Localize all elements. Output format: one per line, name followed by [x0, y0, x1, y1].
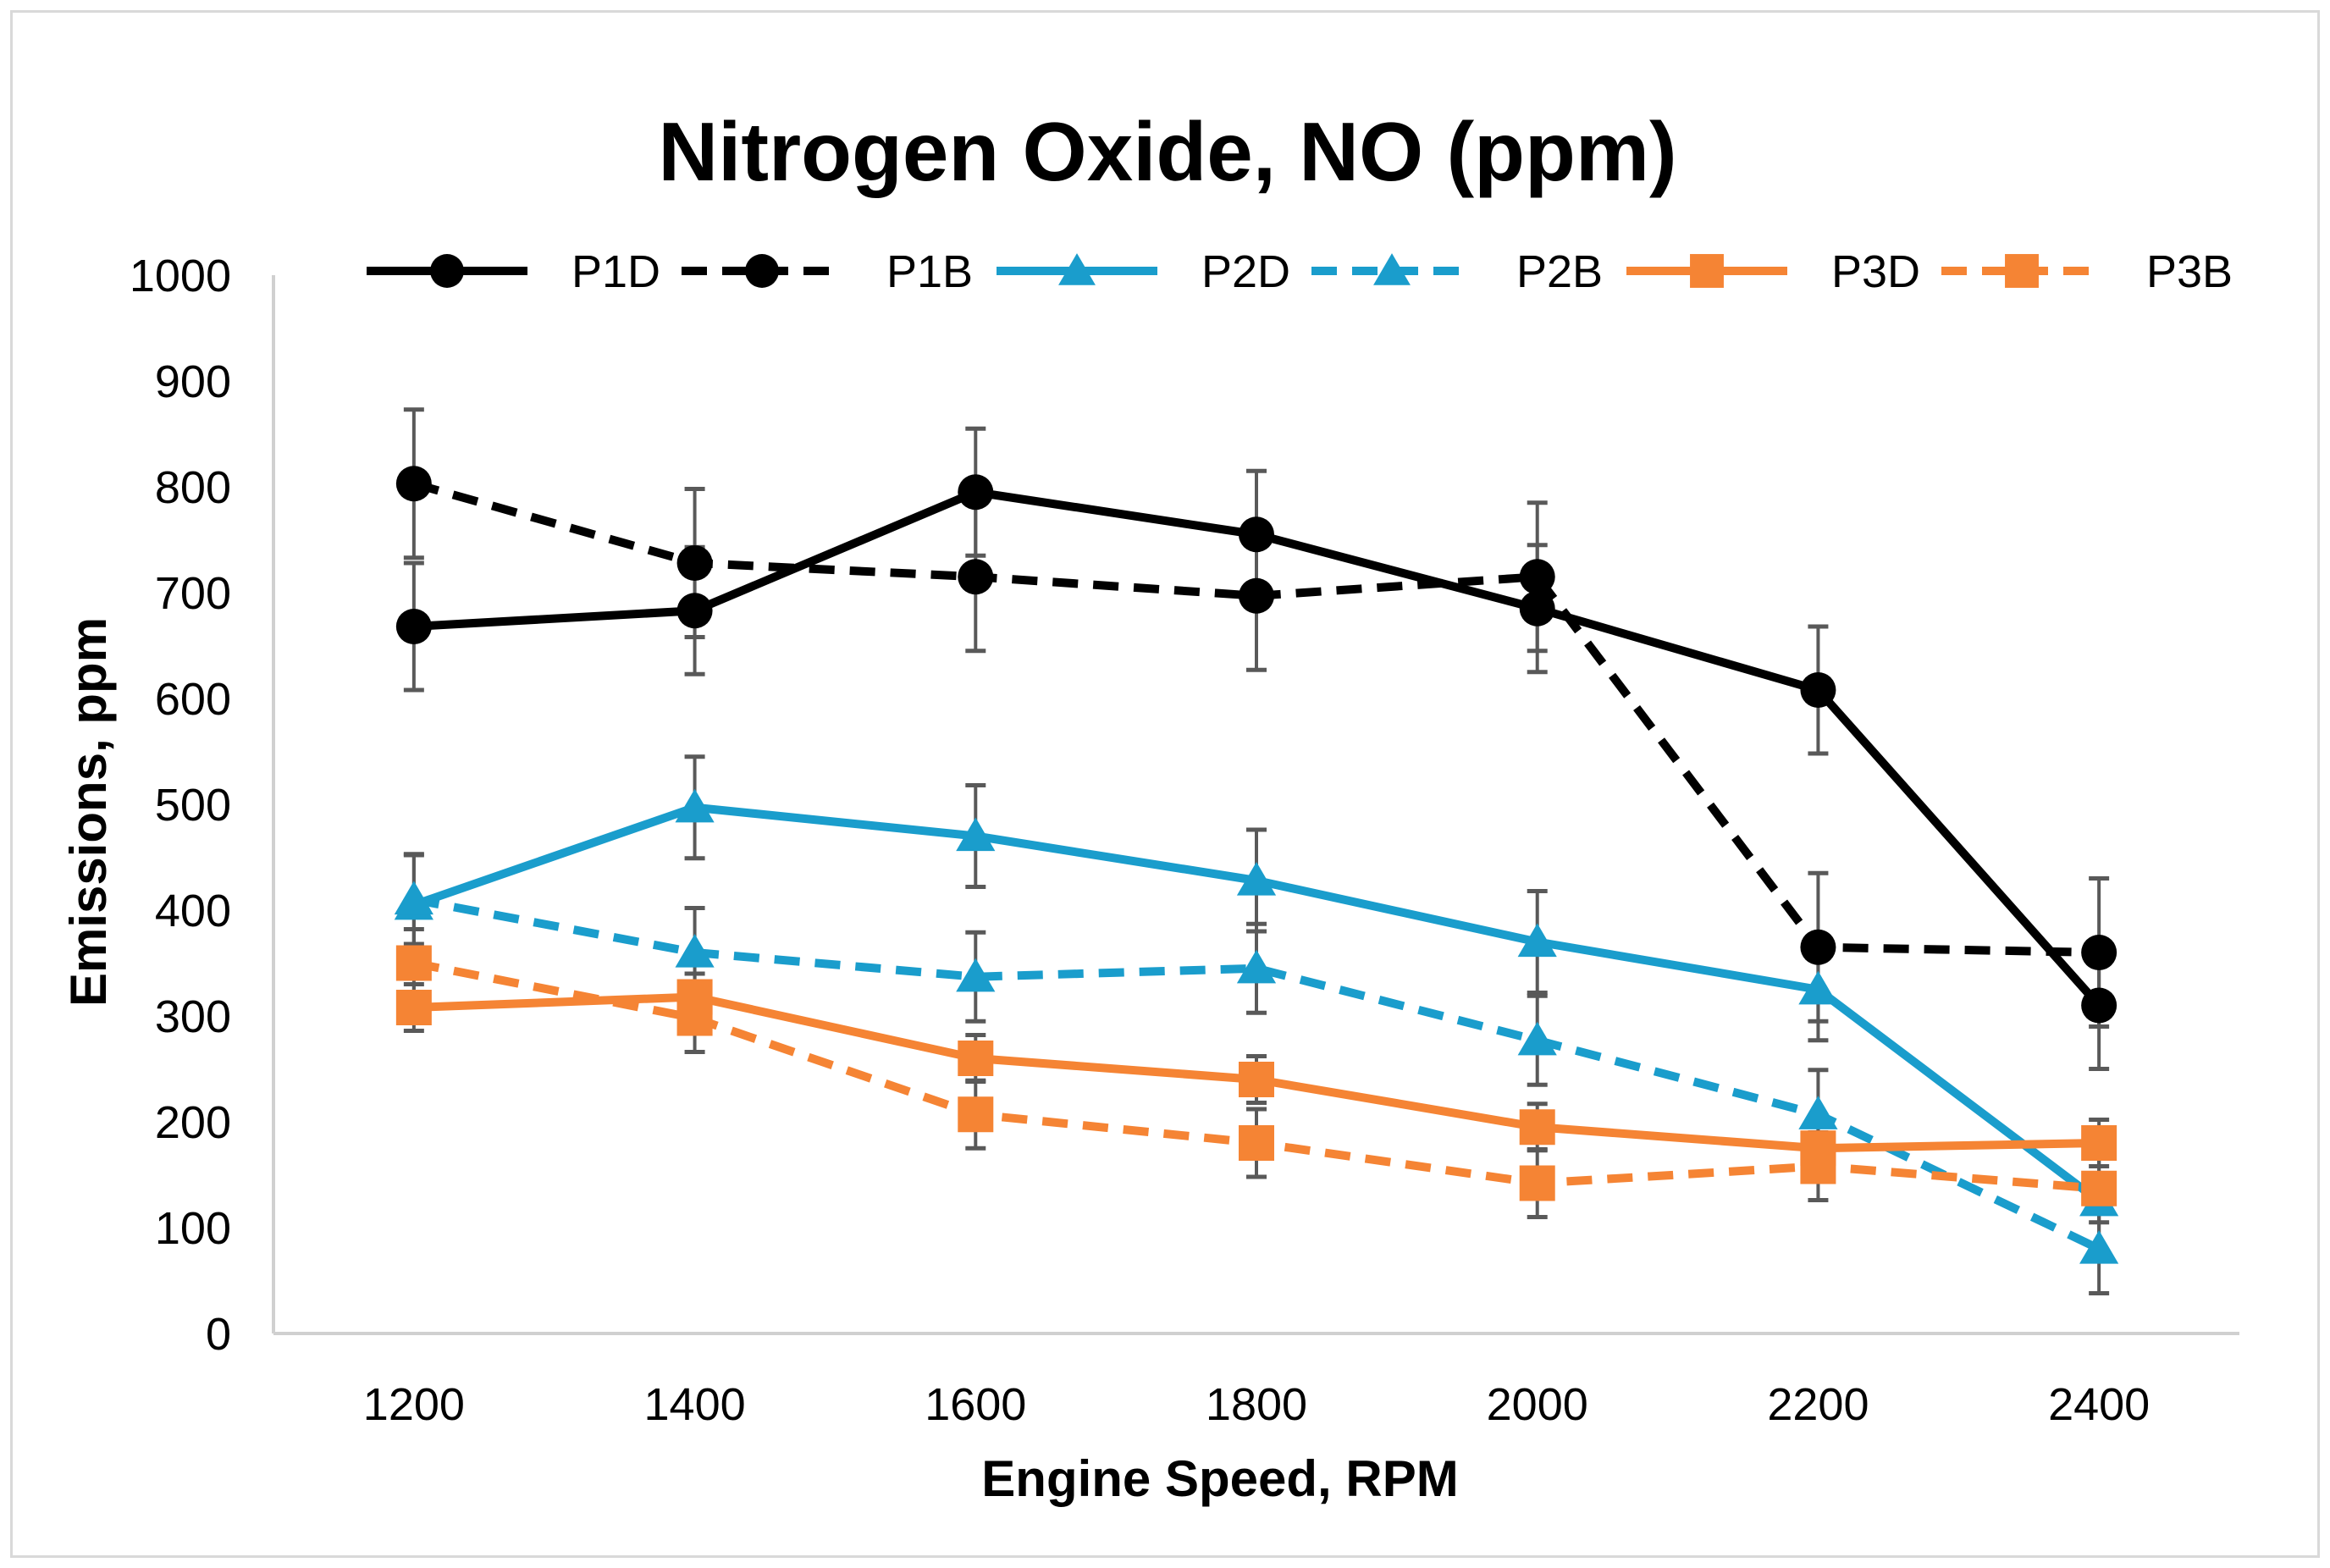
p3b-point: [676, 1000, 713, 1036]
legend-label-p1b: P1B: [886, 246, 973, 297]
x-tick-label: 1400: [644, 1379, 746, 1430]
p3b-point: [395, 945, 432, 981]
p3b-point: [958, 1096, 994, 1133]
p1b-point: [1800, 929, 1836, 965]
legend-marker-p2d: [1058, 253, 1096, 285]
legend-label-p3b: P3B: [2146, 246, 2233, 297]
p3d-point: [1239, 1062, 1274, 1097]
p3d-point: [1519, 1109, 1555, 1146]
y-tick-label: 100: [155, 1203, 231, 1254]
y-tick-label: 200: [155, 1097, 231, 1148]
y-tick-label: 500: [155, 780, 231, 831]
legend-marker-p1d: [430, 254, 464, 288]
legend-entry-p3d: P3D: [1626, 246, 1920, 297]
x-tick-label: 1200: [363, 1379, 465, 1430]
p2b-point: [1236, 949, 1277, 984]
legend-marker-p3b: [2005, 254, 2039, 288]
legend-entry-p3b: P3B: [1941, 246, 2233, 297]
legend-marker-p3d: [1690, 254, 1724, 288]
p2d-point: [1517, 923, 1557, 958]
legend-label-p1d: P1D: [571, 246, 660, 297]
p3d-point: [958, 1041, 994, 1076]
nitrogen-oxide-chart: Nitrogen Oxide, NO (ppm) 0 100 200 300 400 50…: [60, 105, 2239, 1507]
legend-entry-p1b: P1B: [682, 246, 973, 297]
p1b-point: [1239, 577, 1274, 614]
p2b-point: [956, 958, 996, 992]
p1d-point: [395, 609, 432, 644]
x-axis-title: Engine Speed, RPM: [981, 1450, 1458, 1507]
legend-label-p3d: P3D: [1831, 246, 1920, 297]
y-tick-label: 1000: [130, 251, 231, 301]
p1b-point: [2081, 935, 2117, 970]
chart-title: Nitrogen Oxide, NO (ppm): [658, 105, 1676, 198]
markers: [394, 466, 2119, 1264]
p3b-point: [1239, 1125, 1274, 1161]
y-tick-label: 700: [155, 568, 231, 619]
y-axis-title: Emissions, ppm: [60, 617, 117, 1007]
x-tick-label: 2400: [2048, 1379, 2150, 1430]
p2b-point: [675, 934, 715, 968]
legend-marker-p2b: [1373, 253, 1411, 285]
p1b-point: [958, 559, 994, 595]
p1d-point: [676, 593, 713, 629]
legend-label-p2d: P2D: [1201, 246, 1290, 297]
y-tick-label: 900: [155, 356, 231, 407]
x-tick-label: 1600: [925, 1379, 1026, 1430]
p2d-point: [1798, 970, 1838, 1005]
y-tick-label: 400: [155, 886, 231, 936]
p1b-point: [676, 545, 713, 581]
legend-marker-p1b: [745, 254, 779, 288]
legend-entry-p1d: P1D: [367, 246, 660, 297]
p2b-point: [1798, 1096, 1838, 1129]
axes: 0 100 200 300 400 500 600 700 800 900 1000 1200 1400…: [130, 251, 2239, 1430]
chart-frame: Nitrogen Oxide, NO (ppm) 0 100 200 300 400 50…: [10, 10, 2320, 1558]
p2b-point: [2079, 1230, 2119, 1264]
p1b-point: [395, 466, 432, 502]
p2d-point: [956, 817, 996, 852]
p2d-point: [1236, 862, 1277, 896]
p3b-point: [1519, 1165, 1555, 1201]
legend-entry-p2b: P2B: [1311, 246, 1603, 297]
y-tick-label: 300: [155, 991, 231, 1042]
x-tick-label: 2000: [1487, 1379, 1588, 1430]
y-tick-label: 600: [155, 674, 231, 725]
x-tick-label: 2200: [1767, 1379, 1869, 1430]
p3b-point: [1800, 1148, 1836, 1184]
y-tick-label: 800: [155, 462, 231, 513]
p3b-point: [2081, 1170, 2117, 1206]
p3d-point: [395, 990, 432, 1025]
p1b-point: [1519, 559, 1555, 595]
p1d-point: [958, 474, 994, 511]
x-tick-label: 1800: [1206, 1379, 1307, 1430]
y-tick-label: 0: [206, 1309, 231, 1360]
p1d-point: [1800, 672, 1836, 708]
legend-entry-p2d: P2D: [997, 246, 1290, 297]
legend-label-p2b: P2B: [1516, 246, 1603, 297]
p2d-point: [675, 788, 715, 823]
legend: P1D P1B P2D P2B P3D P3B: [367, 246, 2233, 297]
p2b-point: [1517, 1021, 1557, 1056]
p1d-point: [1239, 516, 1274, 553]
p3d-point: [2081, 1125, 2117, 1161]
p2b-point: [394, 881, 433, 915]
p1d-point: [2081, 987, 2117, 1024]
p1d-point: [1519, 590, 1555, 627]
